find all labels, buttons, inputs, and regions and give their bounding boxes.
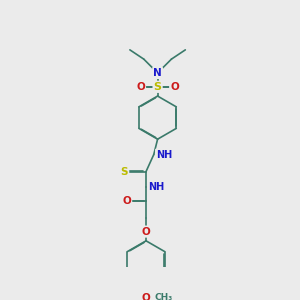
Text: O: O: [136, 82, 145, 92]
Text: O: O: [142, 226, 150, 237]
Text: O: O: [170, 82, 179, 92]
Text: NH: NH: [148, 182, 165, 192]
Text: N: N: [153, 68, 162, 78]
Text: S: S: [121, 167, 128, 176]
Text: CH₃: CH₃: [154, 293, 173, 300]
Text: NH: NH: [156, 150, 172, 160]
Text: O: O: [142, 293, 150, 300]
Text: S: S: [154, 82, 162, 92]
Text: O: O: [122, 196, 131, 206]
